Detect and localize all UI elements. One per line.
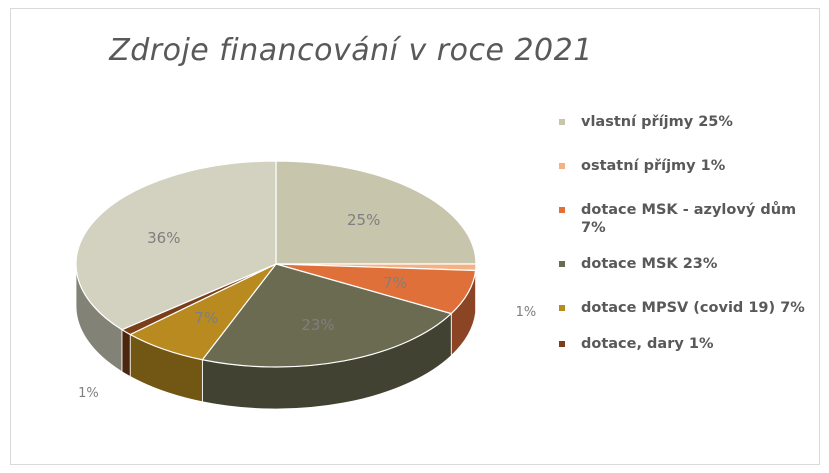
data-label-2: 7% bbox=[383, 274, 407, 292]
legend-item: ostatní příjmy 1% bbox=[559, 157, 821, 175]
data-label-3: 23% bbox=[301, 316, 334, 334]
data-label-1: 1% bbox=[516, 305, 537, 320]
legend-label: vlastní příjmy 25% bbox=[581, 114, 733, 130]
legend-label: dotace MSK 23% bbox=[581, 256, 718, 272]
pie-tops bbox=[75, 160, 477, 368]
legend-item: dotace, dary 1% bbox=[559, 335, 821, 353]
legend-item: dotace MPSV (covid 19) 7% bbox=[559, 299, 821, 317]
legend-marker bbox=[559, 341, 565, 347]
legend-item: dotace MSK 23% bbox=[559, 255, 821, 273]
chart-area: Zdroje financování v roce 2021 25% 1% 7% 23… bbox=[10, 8, 820, 465]
data-label-5: 1% bbox=[78, 386, 99, 401]
pie-slice-3 bbox=[201, 263, 453, 368]
pie-slice-0 bbox=[275, 160, 477, 265]
legend-label: dotace, dary 1% bbox=[581, 336, 714, 352]
legend-label: dotace MSK - azylový dům 7% bbox=[581, 202, 797, 236]
legend-label: dotace MPSV (covid 19) 7% bbox=[581, 300, 805, 316]
legend-marker bbox=[559, 119, 565, 125]
legend-marker bbox=[559, 163, 565, 169]
legend: vlastní příjmy 25% ostatní příjmy 1% dotac… bbox=[559, 113, 821, 379]
pie-slice-side-5 bbox=[121, 328, 131, 378]
data-label-6: 36% bbox=[147, 229, 180, 247]
data-label-0: 25% bbox=[347, 211, 380, 229]
pie-sides bbox=[75, 263, 477, 410]
legend-marker bbox=[559, 305, 565, 311]
legend-item: dotace MSK - azylový dům 7% bbox=[559, 201, 821, 237]
data-label-4: 7% bbox=[194, 309, 218, 327]
pie-chart: 25% 1% 7% 23% 7% 1% 36% bbox=[75, 160, 536, 410]
legend-label: ostatní příjmy 1% bbox=[581, 158, 726, 174]
pie-slice-6 bbox=[75, 160, 277, 331]
chart-title: Zdroje financování v roce 2021 bbox=[109, 33, 593, 68]
legend-marker bbox=[559, 207, 565, 213]
data-labels: 25% 1% 7% 23% 7% 1% 36% bbox=[78, 211, 536, 401]
legend-marker bbox=[559, 261, 565, 267]
legend-item: vlastní příjmy 25% bbox=[559, 113, 821, 131]
